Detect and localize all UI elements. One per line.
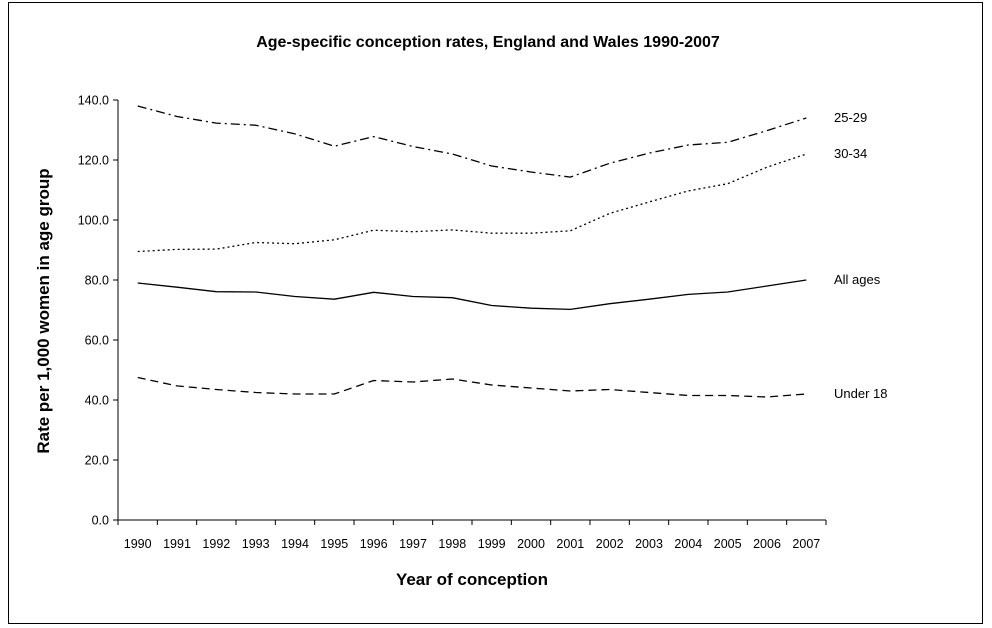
x-tick-label: 1990 (124, 537, 152, 551)
series-line-under-18 (137, 376, 807, 398)
x-tick-label: 2003 (635, 537, 663, 551)
x-tick-label: 2002 (596, 537, 624, 551)
x-tick-label: 2005 (714, 537, 742, 551)
axes: 0.0 20.0 40.0 60.0 80.0 100.0 120.0 140.0 1990 19… (78, 94, 827, 551)
x-tick-label: 2006 (753, 537, 781, 551)
series-line-25-29 (137, 105, 807, 178)
x-tick-label: 1996 (360, 537, 388, 551)
x-tick-label: 1992 (202, 537, 230, 551)
x-tick-label: 1997 (399, 537, 427, 551)
series-label-under-18: Under 18 (834, 386, 887, 401)
series-label-all-ages: All ages (834, 272, 881, 287)
x-tick-label: 2007 (792, 537, 820, 551)
x-tick-label: 2004 (674, 537, 702, 551)
y-tick-label: 20.0 (85, 454, 109, 468)
y-tick-label: 40.0 (85, 394, 109, 408)
x-tick-label: 1991 (163, 537, 191, 551)
y-tick-label: 100.0 (78, 214, 109, 228)
x-tick-label: 1998 (438, 537, 466, 551)
x-tick-label: 2001 (556, 537, 584, 551)
y-tick-label: 0.0 (92, 514, 109, 528)
chart-title: Age-specific conception rates, England a… (256, 34, 720, 51)
x-tick-label: 2000 (517, 537, 545, 551)
series-labels: 25-29 30-34 All ages Under 18 (834, 110, 887, 401)
series-label-25-29: 25-29 (834, 110, 867, 125)
x-axis-title: Year of conception (396, 570, 548, 589)
series-layer (137, 105, 807, 398)
series-line-30-34 (137, 153, 807, 253)
x-tick-label: 1993 (242, 537, 270, 551)
x-tick-label: 1999 (478, 537, 506, 551)
y-axis-title: Rate per 1,000 women in age group (34, 168, 53, 453)
y-tick-label: 80.0 (85, 274, 109, 288)
x-tick-label: 1994 (281, 537, 309, 551)
y-tick-label: 60.0 (85, 334, 109, 348)
series-label-30-34: 30-34 (834, 146, 867, 161)
x-tick-label: 1995 (320, 537, 348, 551)
y-tick-label: 120.0 (78, 154, 109, 168)
y-tick-label: 140.0 (78, 94, 109, 108)
series-line-all-ages (137, 279, 807, 311)
